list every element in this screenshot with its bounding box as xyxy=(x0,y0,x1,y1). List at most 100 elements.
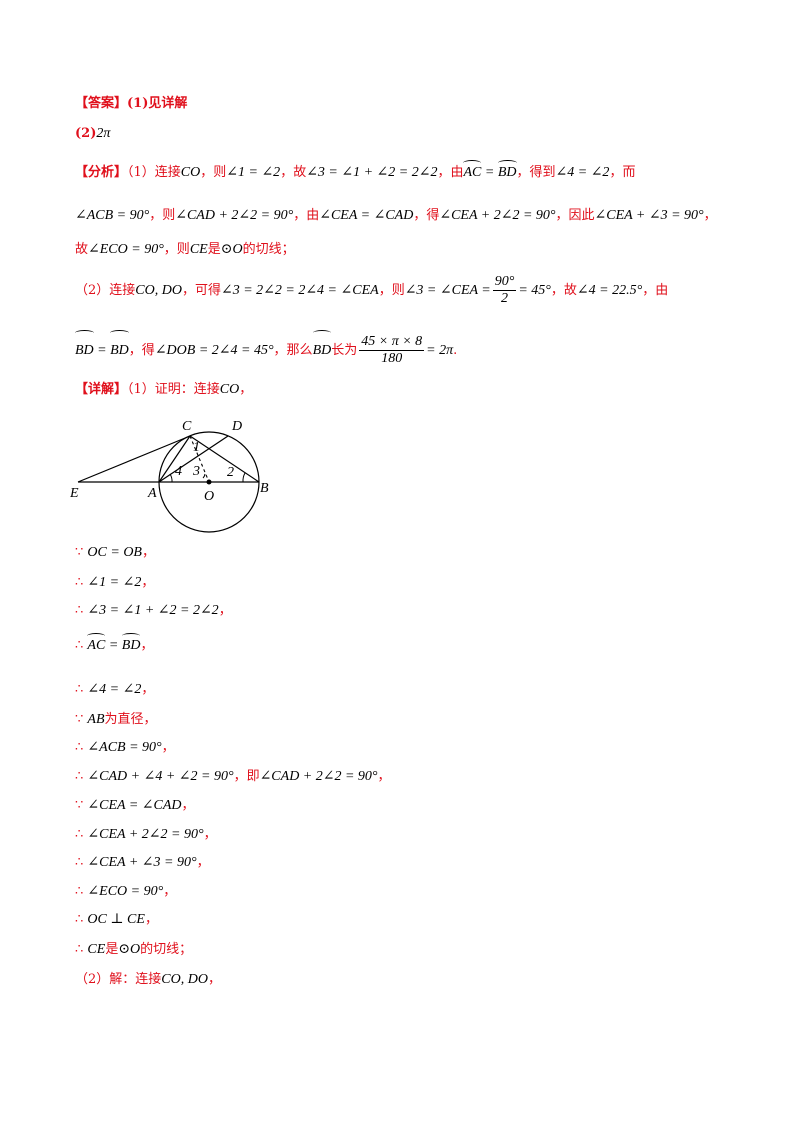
math: CO, DO xyxy=(135,283,182,298)
detail-text: ，即 xyxy=(233,769,260,784)
because-symbol: ∵ xyxy=(75,798,84,813)
math: ∠3 = ∠1 + ∠2 = 2∠2 xyxy=(306,165,438,180)
analysis-text: ，则 xyxy=(149,208,176,223)
math: ∠3 = ∠1 + ∠2 = 2∠2 xyxy=(87,603,219,618)
detail-part2: （2）解：连接CO, DO， xyxy=(75,970,221,990)
detail-step-4: ∴ AC = BD， xyxy=(75,633,154,656)
therefore-symbol: ∴ xyxy=(75,682,84,697)
analysis-text: ，则 xyxy=(378,283,405,298)
arc-bd: BD xyxy=(497,160,517,183)
math: ⊙O xyxy=(118,942,141,957)
math: CE xyxy=(189,242,208,257)
detail-step-5: ∴ ∠4 = ∠2， xyxy=(75,680,154,700)
therefore-symbol: ∴ xyxy=(75,638,84,653)
arc-ac: AC xyxy=(87,633,105,656)
math: ∠CEA + 2∠2 = 90° xyxy=(87,827,204,842)
math: ∠3 = ∠CEA = xyxy=(404,283,491,298)
label-angle-2: 2 xyxy=(227,465,234,480)
analysis-text: ，故 xyxy=(280,165,307,180)
analysis-text: （2）连接 xyxy=(75,283,136,298)
label-a: A xyxy=(147,486,157,501)
answer-tag: 【答案】 xyxy=(75,96,128,111)
analysis-line-2: ∠ACB = 90°，则∠CAD + 2∠2 = 90°，由∠CEA = ∠CA… xyxy=(75,206,717,226)
math: ∠CAD + 2∠2 = 90° xyxy=(259,769,378,784)
therefore-symbol: ∴ xyxy=(75,740,84,755)
answer-part1: (1)见详解 xyxy=(127,96,188,111)
detail-text: ， xyxy=(144,912,158,927)
detail-step-10: ∴ ∠CEA + 2∠2 = 90°， xyxy=(75,825,217,845)
detail-step-7: ∴ ∠ACB = 90°， xyxy=(75,738,175,758)
math: = xyxy=(481,165,498,180)
analysis-text: 长为 xyxy=(331,343,358,358)
analysis-line-3: 故∠ECO = 90°，则CE是⊙O的切线； xyxy=(75,240,295,260)
arc-bd: BD xyxy=(75,330,94,369)
answer-part2-value: 2π xyxy=(96,126,111,141)
detail-text: ， xyxy=(141,575,155,590)
therefore-symbol: ∴ xyxy=(75,769,84,784)
analysis-line-5: BD = BD，得∠DOB = 2∠4 = 45°，那么BD长为 45 × π ×… xyxy=(75,330,458,369)
center-point xyxy=(206,479,212,485)
analysis-text: ， xyxy=(703,208,717,223)
detail-text: ， xyxy=(161,740,175,755)
math: = 2π xyxy=(426,343,454,358)
analysis-text: ，由 xyxy=(293,208,320,223)
arc-bd: BD xyxy=(110,330,129,369)
detail-step-14: ∴ CE是⊙O的切线； xyxy=(75,940,192,960)
therefore-symbol: ∴ xyxy=(75,884,84,899)
math: ∠4 = ∠2 xyxy=(87,682,142,697)
label-angle-1: 1 xyxy=(193,440,200,455)
math: ∠CAD + 2∠2 = 90° xyxy=(175,208,294,223)
analysis-text: ，可得 xyxy=(181,283,221,298)
detail-text: 的切线； xyxy=(140,942,193,957)
math: = xyxy=(105,638,122,653)
detail-step-8: ∴ ∠CAD + ∠4 + ∠2 = 90°，即∠CAD + 2∠2 = 90°… xyxy=(75,767,391,787)
arc-bd: BD xyxy=(121,633,140,656)
math: ⊙O xyxy=(220,242,243,257)
detail-text: ， xyxy=(239,382,253,397)
detail-text: ， xyxy=(140,638,154,653)
fraction-numerator: 90° xyxy=(492,274,517,291)
analysis-text: 是 xyxy=(207,242,221,257)
detail-step-1: ∵ OC = OB， xyxy=(75,543,155,563)
geometry-figure: E A O B C D 1 2 3 4 xyxy=(70,419,269,533)
angle-mark-4 xyxy=(169,473,173,483)
detail-text: ， xyxy=(141,545,155,560)
analysis-text: ，那么 xyxy=(273,343,313,358)
math: ∠ACB = 90° xyxy=(87,740,162,755)
math: CO xyxy=(219,382,240,397)
math: ∠ACB = 90° xyxy=(75,208,150,223)
math: ∠CEA + ∠3 = 90° xyxy=(87,855,197,870)
fraction: 90° 2 xyxy=(492,274,517,307)
math: ∠DOB = 2∠4 = 45° xyxy=(154,343,274,358)
math: ∠4 = ∠2 xyxy=(555,165,610,180)
math: ∠CEA + ∠3 = 90° xyxy=(594,208,704,223)
therefore-symbol: ∴ xyxy=(75,855,84,870)
label-d: D xyxy=(231,419,242,434)
detail-text: ， xyxy=(196,855,210,870)
detail-step-13: ∴ OC ⊥ CE， xyxy=(75,910,158,930)
detail-step-6: ∵ AB为直径， xyxy=(75,710,157,730)
analysis-text: ，得 xyxy=(128,343,155,358)
math: ∠CEA = ∠CAD xyxy=(87,798,182,813)
detail-text: ， xyxy=(203,827,217,842)
angle-mark-3 xyxy=(202,473,206,479)
math: ∠1 = ∠2 xyxy=(87,575,142,590)
detail-text: ， xyxy=(141,682,155,697)
label-b: B xyxy=(260,481,269,496)
analysis-line-1: 【分析】（1）连接CO，则∠1 = ∠2，故∠3 = ∠1 + ∠2 = 2∠2… xyxy=(75,160,635,183)
detail-text: ， xyxy=(181,798,195,813)
analysis-text: 故 xyxy=(75,242,89,257)
therefore-symbol: ∴ xyxy=(75,575,84,590)
math: CE xyxy=(87,942,106,957)
fraction-denominator: 180 xyxy=(381,351,403,366)
therefore-symbol: ∴ xyxy=(75,912,84,927)
math: ∠1 = ∠2 xyxy=(226,165,281,180)
math: ∠CAD + ∠4 + ∠2 = 90° xyxy=(87,769,234,784)
math: ∠CEA + 2∠2 = 90° xyxy=(439,208,556,223)
detail-text: （2）解：连接 xyxy=(75,972,162,987)
answer-line-1: 【答案】(1)见详解 xyxy=(75,94,187,114)
analysis-tag: 【分析】 xyxy=(75,165,128,180)
analysis-text: . xyxy=(453,343,458,358)
math: ∠CEA = ∠CAD xyxy=(319,208,414,223)
